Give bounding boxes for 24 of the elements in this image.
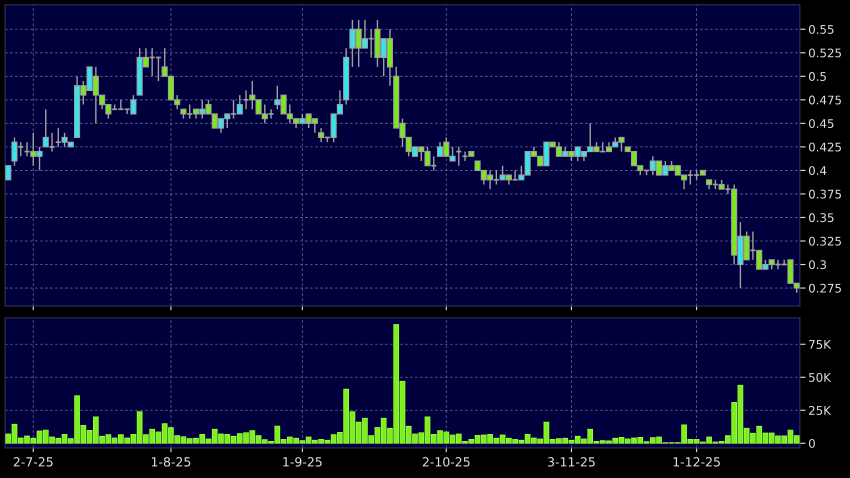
x-tick-label: 1-8-25: [152, 457, 190, 467]
x-tick-label: 3-11-25: [548, 457, 595, 467]
x-tick-label: 1-12-25: [674, 457, 720, 467]
x-tick-label: 1-9-25: [283, 457, 322, 467]
y-tick-label: 75K: [809, 340, 832, 349]
y-tick-label: 25K: [809, 406, 832, 415]
y-tick-label: 0.425: [808, 142, 841, 152]
y-tick-label: 0: [808, 438, 815, 448]
y-tick-label: 0.5: [808, 72, 826, 81]
x-tick-label: 2-10-25: [422, 457, 470, 467]
y-tick-label: 0.45: [808, 119, 834, 128]
y-tick-label: 0.275: [808, 284, 841, 293]
y-tick-label: 0.475: [808, 96, 841, 104]
y-tick-label: 0.3: [808, 260, 826, 270]
y-tick-label: 0.4: [808, 166, 826, 176]
y-tick-label: 0.55: [808, 24, 834, 34]
y-tick-label: 0.375: [808, 190, 841, 199]
y-tick-label: 0.35: [808, 213, 834, 222]
x-tick-label: 2-7-25: [14, 457, 53, 467]
y-tick-label: 0.325: [808, 236, 841, 246]
candlestick: [5, 165, 12, 180]
candlestick: [455, 146, 462, 166]
y-tick-label: 50K: [809, 372, 832, 382]
y-tick-label: 0.525: [808, 48, 841, 58]
